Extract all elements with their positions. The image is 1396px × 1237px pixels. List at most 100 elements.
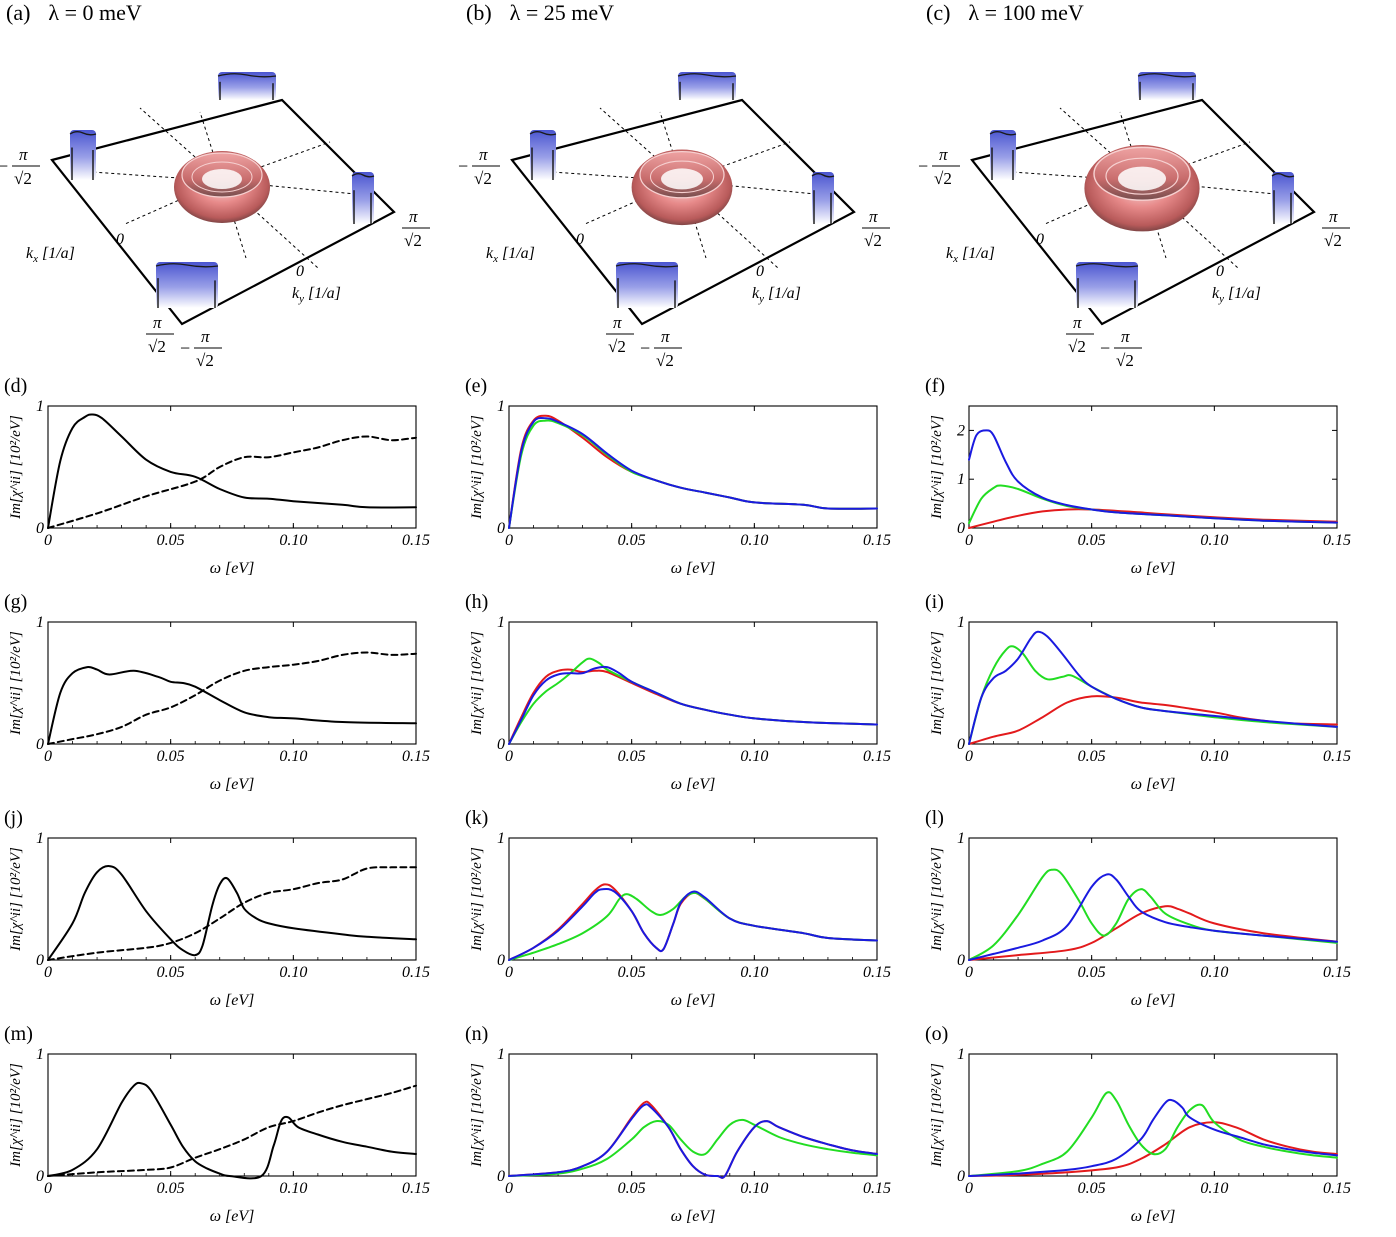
fs-guide-line [551, 171, 683, 182]
y-tick-label: 0 [497, 1168, 505, 1185]
x-tick-label: 0.05 [1078, 964, 1106, 981]
pi-symbol: π [153, 313, 162, 332]
y-tick-label: 1 [497, 830, 505, 847]
chart-panel-h: (h) 0 0.05 0.10 0.15 0 1 ω [eV] Im[χ^ii] [10²/eV… [465, 591, 891, 793]
x-tick-label: 0.10 [740, 1180, 768, 1197]
y-axis-label: Im[χ^ii] [10²/eV] [8, 415, 24, 520]
plot-frame [47, 621, 417, 745]
y-axis-label: Im[χ^ii] [10²/eV] [469, 1063, 485, 1168]
plot-frame [508, 837, 878, 961]
plot-frame [508, 621, 878, 745]
y-axis-label: Im[χ^ii] [10²/eV] [469, 415, 485, 520]
panel-label: (e) [465, 375, 487, 397]
panel-label: (f) [925, 375, 945, 397]
fs-pocket-top-surface [678, 72, 736, 100]
panel-label: (m) [4, 1023, 33, 1045]
fs-pocket-left [989, 130, 1017, 180]
x-tick-label: 0.15 [863, 532, 891, 549]
fs-pocket-left-surface [530, 130, 556, 180]
tick-zero-ky: 0 [1216, 263, 1224, 280]
y-axis-label: Im[χ^ii] [10²/eV] [8, 631, 24, 736]
fs-inner-pocket-hole [661, 168, 703, 190]
fs-pocket-top-surface [1138, 72, 1196, 100]
series-line-green [968, 868, 1338, 961]
y-tick-label: 0 [957, 736, 965, 753]
fs-inner-pocket-edge [191, 161, 253, 193]
tick-zero-kx: 0 [116, 231, 124, 248]
chart-panel-k: (k) 0 0.05 0.10 0.15 0 1 ω [eV] Im[χ^ii] [10²/eV… [465, 807, 891, 1009]
fs-pocket-right-surface [1272, 172, 1294, 224]
sqrt-two: √2 [656, 351, 674, 370]
x-tick-label: 0.15 [402, 748, 430, 765]
panel-label: (g) [4, 591, 27, 613]
series-line-red [968, 695, 1338, 745]
x-tick-label: 0.10 [740, 748, 768, 765]
x-axis-label: ω [eV] [210, 776, 255, 793]
fs-pocket-bottom-surface [616, 262, 678, 308]
series-line-green [508, 1118, 878, 1177]
fs-pocket-left-surface [990, 130, 1016, 180]
x-tick-label: 0 [965, 1180, 973, 1197]
y-tick-label: 1 [497, 1046, 505, 1063]
series-line-blue [508, 416, 878, 529]
x-axis-label: ω [eV] [671, 992, 716, 1009]
pi-symbol: π [409, 207, 418, 226]
minus-sign: − [0, 156, 8, 176]
sqrt-two: √2 [1068, 337, 1086, 356]
series-line-green [508, 657, 878, 745]
fs-inner-pocket-edge [181, 152, 263, 198]
x-tick-label: 0.05 [1078, 532, 1106, 549]
tick-neg-pi-over-sqrt2-kx: −π √2 [458, 145, 500, 188]
chart-panel-g: (g) 0 0.05 0.10 0.15 0 1 ω [eV] Im[χ^ii] [10²/eV… [4, 591, 430, 793]
series-line-blue [968, 873, 1338, 961]
column-header-a: (a) λ = 0 meV [6, 0, 142, 26]
x-tick-label: 0.05 [157, 748, 185, 765]
series-line-blue [968, 429, 1338, 524]
series-line-black-dashed [47, 1084, 417, 1177]
x-tick-label: 0 [44, 964, 52, 981]
y-tick-label: 0 [957, 1168, 965, 1185]
chart-panel-d: (d) 0 0.05 0.10 0.15 0 1 ω [eV] Im[χ^ii] [10²/eV… [4, 375, 430, 577]
y-tick-label: 1 [497, 614, 505, 631]
series-line-black [47, 1081, 417, 1180]
y-axis-label: Im[χ^ii] [10²/eV] [469, 631, 485, 736]
x-tick-label: 0.05 [618, 532, 646, 549]
tick-pi-over-sqrt2-ky: π √2 [862, 207, 890, 250]
series-line-red [508, 883, 878, 961]
plot-frame [508, 405, 878, 529]
pi-symbol: π [661, 327, 670, 346]
fs-brillouin-zone-frame [970, 98, 1316, 326]
panel-label: (o) [925, 1023, 948, 1045]
series-line-black-dashed [47, 866, 417, 961]
x-tick-label: 0 [505, 1180, 513, 1197]
fs-pocket-top-surface [218, 72, 276, 100]
x-tick-label: 0.15 [1323, 1180, 1351, 1197]
x-tick-label: 0.10 [740, 964, 768, 981]
fs-pocket-bottom [1075, 262, 1139, 308]
ky-axis-label: ky [1/a] [1212, 285, 1261, 305]
x-tick-label: 0 [965, 964, 973, 981]
plot-frame [508, 1053, 878, 1177]
y-tick-label: 0 [36, 952, 44, 969]
panel-label: (n) [465, 1023, 488, 1045]
x-tick-label: 0.15 [863, 748, 891, 765]
tick-pi-over-sqrt2-ky: π √2 [1322, 207, 1350, 250]
y-axis-label: Im[χ^ii] [10²/eV] [929, 847, 945, 952]
y-axis-label: Im[χ^ii] [10²/eV] [929, 631, 945, 736]
fs-pocket-left-edge [69, 131, 97, 136]
x-axis-label: ω [eV] [1131, 1208, 1176, 1225]
y-axis-label: Im[χ^ii] [10²/eV] [929, 1063, 945, 1168]
fs-pocket-right [351, 172, 375, 224]
series-line-red [968, 905, 1338, 961]
fs-inner-pocket [174, 151, 270, 223]
tick-neg-pi-over-sqrt2-ky: −π √2 [180, 327, 222, 370]
panel-label-b: (b) [466, 0, 492, 25]
x-tick-label: 0.10 [279, 1180, 307, 1197]
y-tick-label: 0 [497, 952, 505, 969]
kx-axis-label: kx [1/a] [946, 245, 995, 265]
tick-pi-over-sqrt2-kx: π √2 [146, 313, 174, 356]
x-tick-label: 0 [44, 748, 52, 765]
y-axis-label: Im[χ^ii] [10²/eV] [8, 1063, 24, 1168]
